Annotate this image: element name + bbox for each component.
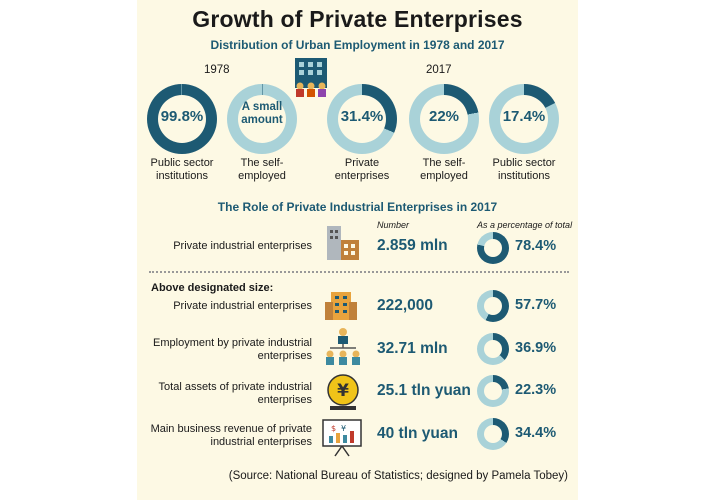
org-chart-icon — [326, 328, 360, 365]
yuan-coin-icon: ¥ — [327, 374, 359, 410]
subrow-label-revenue: Main business revenue of private industr… — [150, 423, 312, 448]
svg-text:¥: ¥ — [341, 424, 346, 433]
subrow-label-assets: Total assets of private industrial enter… — [158, 381, 312, 406]
subrow-percent-enterprises: 57.7% — [515, 297, 557, 313]
donut-label-1978-self-employed: The self-employed — [238, 157, 286, 182]
donut-label-1978-public-sector: Public sector institutions — [150, 157, 214, 182]
row-label-private-industrial: Private industrial enterprises — [173, 240, 312, 252]
column-header-number: Number — [377, 220, 410, 230]
svg-text:¥: ¥ — [337, 381, 349, 401]
above-designated-size-heading: Above designated size: — [151, 282, 274, 294]
donut-ring-private-industrial — [477, 232, 509, 264]
city-building-icon — [295, 58, 327, 97]
subrow-percent-revenue: 34.4% — [515, 425, 557, 441]
donut-ring-1978-self-employed — [227, 84, 297, 154]
infographic-panel: Growth of Private Enterprises Distributi… — [137, 0, 578, 500]
year-label-2017: 2017 — [426, 64, 452, 76]
donut-ring-assets — [477, 375, 509, 407]
donut-value-1978-public-sector: 99.8% — [160, 108, 204, 125]
donut-ring-2017-private-enterprises — [327, 84, 397, 154]
table-section-title: The Role of Private Industrial Enterpris… — [217, 200, 498, 214]
dotted-divider — [149, 271, 569, 273]
source-note: (Source: National Bureau of Statistics; … — [228, 470, 568, 482]
row-percent-private-industrial: 78.4% — [515, 238, 557, 254]
subrow-number-employment: 32.71 mln — [377, 340, 448, 357]
subrow-percent-employment: 36.9% — [515, 340, 557, 356]
donut-ring-enterprises — [477, 290, 509, 322]
subrow-percent-assets: 22.3% — [515, 382, 557, 398]
donut-label-2017-public-sector: Public sector institutions — [492, 157, 556, 182]
year-label-1978: 1978 — [204, 64, 230, 76]
donut-section-subtitle: Distribution of Urban Employment in 1978… — [210, 38, 505, 52]
donut-value-2017-public-sector: 17.4% — [502, 108, 546, 125]
donut-value-2017-self-employed: 22% — [428, 108, 460, 125]
svg-text:$: $ — [331, 424, 336, 433]
factory-icon — [327, 226, 359, 260]
subrow-label-enterprises: Private industrial enterprises — [173, 300, 312, 312]
presentation-board-icon: $ ¥ — [322, 419, 362, 457]
donut-ring-2017-public-sector — [489, 84, 559, 154]
office-building-icon — [325, 292, 357, 320]
donut-label-2017-self-employed: The self-employed — [420, 157, 468, 182]
donut-ring-revenue — [477, 418, 509, 450]
donut-label-2017-private-enterprises: Private enterprises — [334, 157, 390, 182]
donut-value-1978-self-employed: A small amount — [241, 101, 283, 126]
subrow-label-employment: Employment by private industrial enterpr… — [153, 337, 312, 362]
column-header-percentage: As a percentage of total — [477, 220, 573, 230]
subrow-number-revenue: 40 tln yuan — [377, 425, 458, 442]
donut-ring-2017-self-employed — [409, 84, 479, 154]
donut-value-2017-private-enterprises: 31.4% — [340, 108, 384, 125]
subrow-number-enterprises: 222,000 — [377, 297, 434, 314]
row-number-private-industrial: 2.859 mln — [377, 237, 448, 254]
subrow-number-assets: 25.1 tln yuan — [377, 382, 471, 399]
infographic-title: Growth of Private Enterprises — [192, 6, 523, 32]
donut-ring-1978-public-sector — [147, 84, 217, 154]
donut-ring-employment — [477, 333, 509, 365]
